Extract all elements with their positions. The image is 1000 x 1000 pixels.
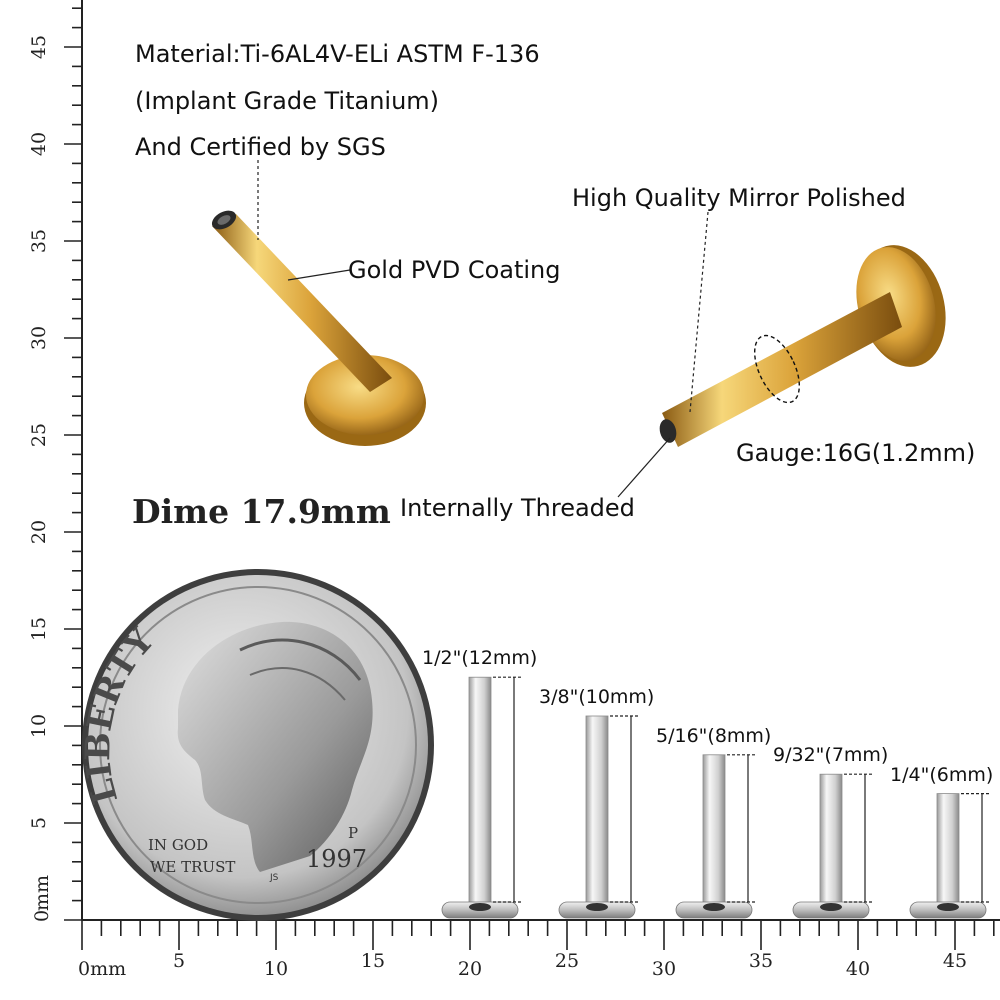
left-ruler-number: 15 bbox=[28, 617, 50, 641]
gold-coating-callout-line bbox=[287, 269, 351, 281]
gold-shaft-right bbox=[662, 292, 902, 447]
silver-post-hole bbox=[703, 903, 725, 911]
bottom-ruler-number: 40 bbox=[846, 958, 870, 980]
silver-post bbox=[441, 676, 522, 919]
coin-year: 1997 bbox=[306, 845, 367, 873]
bottom-ruler-number: 15 bbox=[361, 950, 385, 972]
silver-post-shaft bbox=[585, 715, 609, 911]
bottom-ruler-number: 35 bbox=[749, 950, 773, 972]
gold-thread-hole-right bbox=[659, 419, 677, 443]
silver-posts-group bbox=[441, 676, 990, 919]
bottom-ruler-ticks bbox=[81, 920, 995, 950]
bottom-ruler-number: 25 bbox=[555, 950, 579, 972]
size-label: 3/8"(10mm) bbox=[539, 686, 655, 708]
coin-motto-line1: IN GOD bbox=[148, 836, 208, 854]
left-ruler-number: 40 bbox=[28, 132, 50, 156]
gold-shaft bbox=[212, 214, 392, 392]
left-ruler-numbers: 5 10 15 20 25 30 35 40 45 bbox=[28, 35, 50, 829]
material-label-line2: (Implant Grade Titanium) bbox=[135, 87, 440, 115]
size-measure-bracket bbox=[493, 676, 522, 903]
material-label-line3: And Certified by SGS bbox=[135, 133, 386, 161]
left-ruler: 5 10 15 20 25 30 35 40 45 mm 0 bbox=[28, 0, 83, 922]
size-measure-bracket bbox=[961, 792, 990, 903]
silver-post-shaft bbox=[702, 754, 726, 911]
bottom-ruler: 0mm 5 10 15 20 25 30 35 40 45 bbox=[78, 919, 1000, 980]
gauge-label: Gauge:16G(1.2mm) bbox=[736, 439, 976, 467]
silver-post bbox=[675, 754, 756, 919]
size-measure-bracket bbox=[610, 715, 639, 903]
size-label: 9/32"(7mm) bbox=[773, 744, 889, 767]
silver-post-hole bbox=[469, 903, 491, 911]
mirror-polished-label: High Quality Mirror Polished bbox=[572, 184, 906, 212]
silver-post-shaft bbox=[936, 793, 960, 911]
left-ruler-number: 45 bbox=[28, 35, 50, 59]
bottom-ruler-number: 45 bbox=[943, 950, 967, 972]
size-measure-bracket bbox=[727, 754, 756, 903]
bottom-ruler-number: 10 bbox=[264, 958, 288, 980]
dime-coin: LIBERTY IN GOD WE TRUST 1997 P JS bbox=[78, 569, 434, 921]
silver-post-hole bbox=[586, 903, 608, 911]
coin-designer-initials: JS bbox=[269, 873, 279, 883]
coin-portrait bbox=[177, 621, 373, 872]
size-label: 1/4"(6mm) bbox=[890, 763, 994, 786]
left-ruler-ticks bbox=[64, 7, 82, 921]
gold-labret-left bbox=[211, 210, 426, 446]
polished-callout-line bbox=[689, 211, 709, 413]
left-ruler-number: 25 bbox=[28, 423, 50, 447]
internally-threaded-label: Internally Threaded bbox=[400, 494, 635, 522]
dime-size-label: Dime 17.9mm bbox=[132, 492, 391, 531]
silver-post-hole bbox=[820, 903, 842, 911]
callout-lines bbox=[257, 160, 709, 498]
left-ruler-number: 30 bbox=[28, 326, 50, 350]
gold-coating-label: Gold PVD Coating bbox=[348, 256, 561, 284]
silver-post-shaft bbox=[468, 676, 492, 911]
left-ruler-zero: 0 bbox=[31, 910, 53, 922]
silver-post bbox=[558, 715, 639, 919]
left-ruler-number: 10 bbox=[28, 714, 50, 738]
left-ruler-number: 5 bbox=[28, 817, 50, 829]
gold-disc bbox=[306, 355, 424, 435]
threaded-callout-line bbox=[617, 437, 671, 498]
left-ruler-number: 35 bbox=[28, 229, 50, 253]
bottom-ruler-number: 30 bbox=[652, 958, 676, 980]
material-label-line1: Material:Ti-6AL4V-ELi ASTM F-136 bbox=[135, 40, 540, 68]
bottom-ruler-numbers: 5 10 15 20 25 30 35 40 45 bbox=[173, 950, 967, 980]
coin-motto-line2: WE TRUST bbox=[150, 858, 235, 876]
silver-post-shaft bbox=[819, 773, 843, 911]
left-ruler-unit: mm bbox=[31, 875, 53, 911]
size-label: 5/16"(8mm) bbox=[656, 724, 772, 747]
silver-post bbox=[909, 792, 990, 919]
bottom-ruler-number: 20 bbox=[458, 958, 482, 980]
size-label: 1/2"(12mm) bbox=[422, 647, 538, 670]
gauge-indicator-ring bbox=[753, 334, 801, 404]
size-measure-bracket bbox=[844, 773, 873, 903]
left-ruler-number: 20 bbox=[28, 520, 50, 544]
silver-post-hole bbox=[937, 903, 959, 911]
coin-mint-mark: P bbox=[348, 824, 358, 842]
silver-post bbox=[792, 773, 873, 919]
gold-labret-right bbox=[659, 245, 946, 447]
bottom-ruler-number: 5 bbox=[173, 950, 185, 972]
bottom-ruler-zero: 0mm bbox=[78, 958, 126, 980]
